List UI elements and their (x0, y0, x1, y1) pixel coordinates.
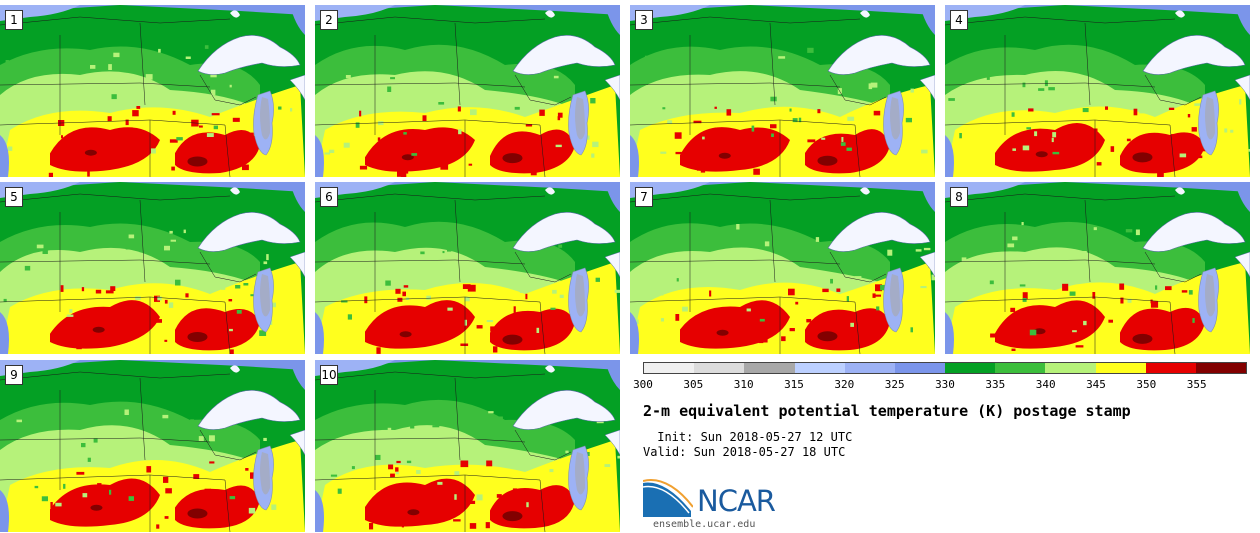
map-panel-4: 4 (945, 5, 1250, 177)
map-panel-8: 8 (945, 182, 1250, 354)
panel-number: 8 (950, 187, 968, 207)
colorbar-tick-label: 320 (834, 378, 855, 391)
colorbar-segment (1045, 363, 1096, 373)
colorbar-segment (694, 363, 745, 373)
panel-number: 6 (320, 187, 338, 207)
panel-number: 10 (320, 365, 338, 385)
ensemble-member-map (945, 182, 1250, 354)
ensemble-member-map (945, 5, 1250, 177)
colorbar-tick-label: 350 (1136, 378, 1157, 391)
colorbar-tick-label: 340 (1035, 378, 1056, 391)
colorbar-segment (844, 363, 895, 373)
ensemble-member-map (315, 182, 620, 354)
website-url: ensemble.ucar.edu (653, 519, 756, 530)
map-panel-10: 10 (315, 360, 620, 532)
map-panel-2: 2 (315, 5, 620, 177)
colorbar-segment (644, 363, 695, 373)
colorbar-tick-labels: 300 305 310 315 320 325 330 335 340 345 350 355 (633, 378, 1247, 394)
panel-number: 5 (5, 187, 23, 207)
colorbar (643, 362, 1247, 374)
map-panel-6: 6 (315, 182, 620, 354)
colorbar-tick-label: 330 (935, 378, 955, 391)
ensemble-member-map (630, 5, 935, 177)
colorbar-segment (744, 363, 795, 373)
ensemble-member-map (0, 360, 305, 532)
colorbar-tick-label: 345 (1086, 378, 1106, 391)
valid-time: Valid: Sun 2018-05-27 18 UTC (643, 445, 846, 459)
colorbar-tick-label: 355 (1186, 378, 1207, 391)
colorbar-tick-label: 300 (633, 378, 653, 391)
colorbar-tick-label: 315 (784, 378, 804, 391)
panel-number: 1 (5, 10, 23, 30)
colorbar-tick-label: 305 (683, 378, 704, 391)
map-panel-5: 5 (0, 182, 305, 354)
figure-title: 2-m equivalent potential temperature (K)… (643, 402, 1131, 420)
colorbar-tick-label: 325 (884, 378, 905, 391)
colorbar-segment (945, 363, 996, 373)
ensemble-member-map (315, 5, 620, 177)
logo-text: NCAR (697, 484, 776, 518)
ncar-logo-icon (643, 479, 693, 517)
init-time: Init: Sun 2018-05-27 12 UTC (650, 430, 853, 444)
colorbar-segment (1095, 363, 1146, 373)
map-panel-1: 1 (0, 5, 305, 177)
ensemble-member-map (630, 182, 935, 354)
panel-number: 9 (5, 365, 23, 385)
map-panel-7: 7 (630, 182, 935, 354)
colorbar-tick-label: 335 (985, 378, 1006, 391)
ensemble-member-map (0, 182, 305, 354)
colorbar-segment (1145, 363, 1196, 373)
map-panel-9: 9 (0, 360, 305, 532)
colorbar-segment (1195, 363, 1247, 373)
ensemble-member-map (315, 360, 620, 532)
colorbar-segment (995, 363, 1046, 373)
map-panel-3: 3 (630, 5, 935, 177)
panel-number: 7 (635, 187, 653, 207)
panel-number: 2 (320, 10, 338, 30)
panel-number: 4 (950, 10, 968, 30)
panel-number: 3 (635, 10, 653, 30)
colorbar-tick-label: 310 (733, 378, 754, 391)
ensemble-member-map (0, 5, 305, 177)
ncar-logo: NCAR (643, 477, 793, 519)
colorbar-segment (794, 363, 845, 373)
colorbar-segment (894, 363, 946, 373)
